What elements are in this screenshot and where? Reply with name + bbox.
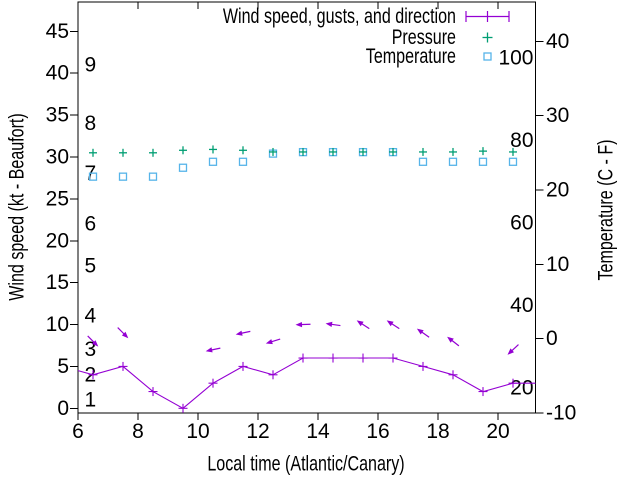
- x-tick-label: 18: [426, 420, 449, 443]
- temperature-point-marker: [88, 172, 98, 181]
- temperature-point-marker: [448, 157, 458, 166]
- fahrenheit-label: 60: [510, 212, 533, 235]
- kt-tick-label: 30: [46, 145, 69, 168]
- beaufort-label: 1: [85, 388, 97, 411]
- wind-line: [77, 357, 536, 409]
- right-y-axis-title: Temperature (C - F): [595, 140, 618, 281]
- gust-direction-arrow: [356, 320, 364, 327]
- fahrenheit-label: 20: [510, 377, 533, 400]
- x-tick-label: 6: [72, 420, 84, 443]
- gust-direction-arrow: [295, 322, 303, 328]
- legend-label-temperature: Temperature: [366, 45, 456, 68]
- gust-direction-arrow: [91, 340, 99, 347]
- kt-tick-label: 15: [46, 271, 69, 294]
- kt-tick-label: 5: [57, 355, 69, 378]
- celsius-tick-label: 40: [546, 30, 569, 53]
- gust-direction-arrow: [265, 339, 273, 345]
- celsius-tick-label: 10: [546, 253, 569, 276]
- gust-direction-arrow: [121, 331, 129, 339]
- fahrenheit-label: 40: [510, 294, 533, 317]
- legend-label-wind: Wind speed, gusts, and direction: [223, 5, 456, 28]
- plot-border: [77, 1, 536, 414]
- temperature-point-marker: [178, 163, 188, 172]
- x-axis-title: Local time (Atlantic/Canary): [207, 453, 404, 476]
- temperature-point-marker: [418, 157, 428, 166]
- gust-direction-arrow: [325, 321, 333, 327]
- celsius-tick-label: 20: [546, 179, 569, 202]
- legend: Wind speed, gusts, and direction Pressur…: [223, 5, 456, 68]
- temperature-point-marker: [208, 157, 218, 166]
- kt-tick-label: 20: [46, 229, 69, 252]
- x-tick-label: 16: [366, 420, 389, 443]
- axes-layer: 6 8 10 12 14 16 18 2005101520253035404512345678…: [46, 1, 576, 443]
- left-y-axis-title: Wind speed (kt - Beaufort): [6, 113, 29, 301]
- x-tick-label: 20: [486, 420, 509, 443]
- temperature-point-marker: [238, 157, 248, 166]
- beaufort-label: 8: [85, 112, 97, 135]
- gust-direction-arrow: [416, 328, 424, 335]
- gust-direction-arrow: [386, 320, 394, 327]
- temperature-point-marker: [478, 157, 488, 166]
- kt-tick-label: 0: [57, 397, 69, 420]
- beaufort-label: 5: [85, 254, 97, 277]
- celsius-tick-label: 0: [546, 327, 558, 350]
- temperature-point-marker: [118, 172, 128, 181]
- temperature-point-marker: [508, 157, 518, 166]
- beaufort-label: 4: [85, 305, 97, 328]
- beaufort-label: 9: [85, 53, 97, 76]
- x-tick-label: 12: [246, 420, 269, 443]
- kt-tick-label: 35: [46, 104, 69, 127]
- beaufort-label: 6: [85, 213, 97, 236]
- gust-direction-arrow: [507, 348, 514, 355]
- legend-label-pressure: Pressure: [392, 26, 456, 49]
- temperature-point-marker: [148, 172, 158, 181]
- legend-markers-layer: [465, 11, 510, 61]
- kt-tick-label: 45: [46, 20, 69, 43]
- kt-tick-label: 25: [46, 187, 69, 210]
- gust-direction-arrow: [205, 347, 213, 353]
- x-tick-label: 10: [186, 420, 209, 443]
- fahrenheit-label: 100: [498, 46, 533, 69]
- series-layer: [77, 145, 536, 413]
- gust-direction-arrow: [447, 336, 454, 343]
- beaufort-label: 3: [85, 338, 97, 361]
- x-tick-label: 8: [132, 420, 144, 443]
- gust-direction-arrow: [235, 330, 243, 336]
- kt-tick-label: 10: [46, 313, 69, 336]
- fahrenheit-label: 80: [510, 129, 533, 152]
- celsius-tick-label: -10: [546, 402, 576, 425]
- x-tick-label: 14: [306, 420, 330, 443]
- celsius-tick-label: 30: [546, 104, 569, 127]
- kt-tick-label: 40: [46, 62, 69, 85]
- legend-temperature-marker: [483, 52, 492, 61]
